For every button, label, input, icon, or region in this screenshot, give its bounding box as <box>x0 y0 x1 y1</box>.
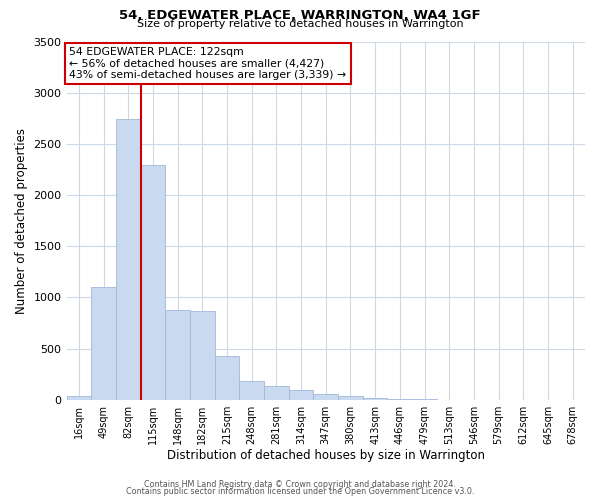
Bar <box>67 396 91 400</box>
Text: Contains public sector information licensed under the Open Government Licence v3: Contains public sector information licen… <box>126 487 474 496</box>
Bar <box>289 390 313 400</box>
Y-axis label: Number of detached properties: Number of detached properties <box>15 128 28 314</box>
Text: Size of property relative to detached houses in Warrington: Size of property relative to detached ho… <box>137 19 463 29</box>
Bar <box>363 398 388 400</box>
Text: 54 EDGEWATER PLACE: 122sqm
← 56% of detached houses are smaller (4,427)
43% of s: 54 EDGEWATER PLACE: 122sqm ← 56% of deta… <box>69 47 346 80</box>
X-axis label: Distribution of detached houses by size in Warrington: Distribution of detached houses by size … <box>167 450 485 462</box>
Bar <box>313 394 338 400</box>
Text: Contains HM Land Registry data © Crown copyright and database right 2024.: Contains HM Land Registry data © Crown c… <box>144 480 456 489</box>
Bar <box>116 120 140 400</box>
Bar <box>215 356 239 400</box>
Bar <box>165 310 190 400</box>
Bar <box>239 381 264 400</box>
Bar <box>140 166 165 400</box>
Bar <box>264 386 289 400</box>
Bar <box>91 287 116 400</box>
Bar <box>412 399 437 400</box>
Bar <box>190 310 215 400</box>
Bar <box>388 398 412 400</box>
Text: 54, EDGEWATER PLACE, WARRINGTON, WA4 1GF: 54, EDGEWATER PLACE, WARRINGTON, WA4 1GF <box>119 9 481 22</box>
Bar <box>338 396 363 400</box>
